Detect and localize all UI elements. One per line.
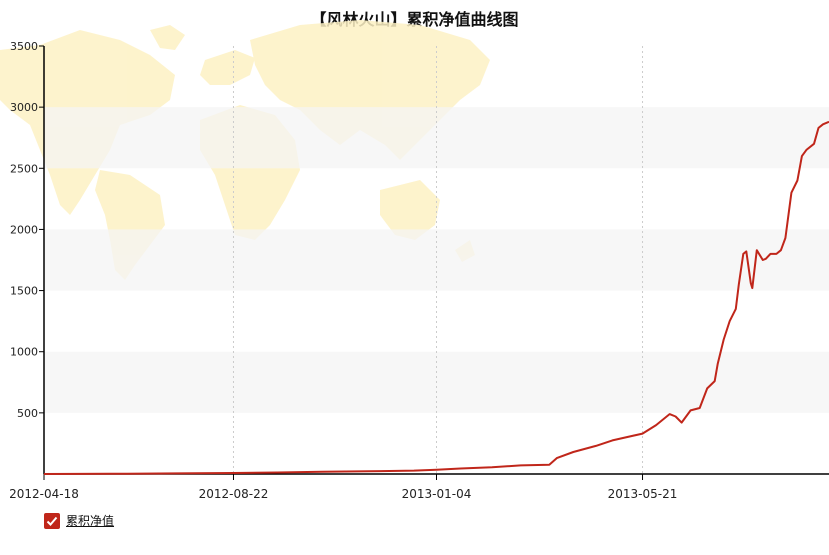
x-axis-ticks: 2012-04-18 2012-08-22 2013-01-04 2013-05-21 [9,474,677,501]
y-tick-label: 500 [17,407,38,420]
y-tick-label: 2500 [10,162,38,175]
y-tick-label: 3500 [10,40,38,53]
legend-item[interactable]: 累积净值 [44,512,114,529]
legend-label[interactable]: 累积净值 [66,514,115,528]
y-tick-label: 1000 [10,346,38,359]
x-tick-label: 2013-01-04 [402,487,472,501]
x-tick-label: 2013-05-21 [608,487,678,501]
x-tick-label: 2012-08-22 [199,487,269,501]
grid-band [44,229,829,291]
y-tick-label: 2000 [10,223,38,236]
checkbox-checked-icon[interactable] [44,512,60,529]
series-layer [43,120,829,475]
y-tick-label: 3000 [10,101,38,114]
series-line [43,120,829,475]
x-tick-label: 2012-04-18 [9,487,79,501]
y-tick-label: 1500 [10,285,38,298]
y-axis-ticks: 500 1000 1500 2000 2500 3000 3500 [10,40,44,420]
